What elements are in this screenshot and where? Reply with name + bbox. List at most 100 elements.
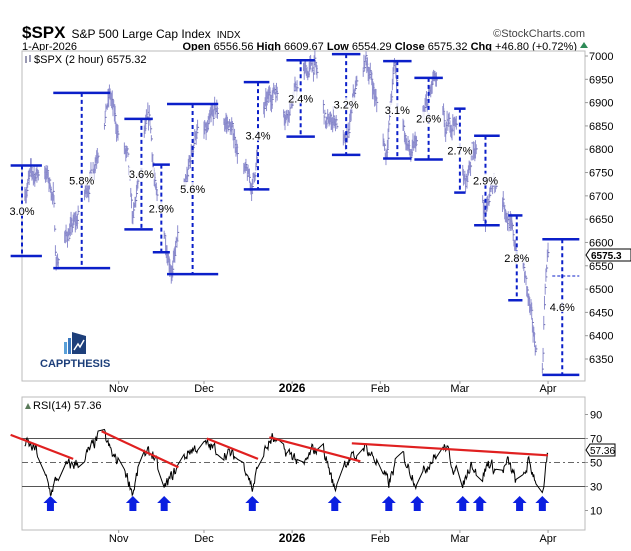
range-label: 3.2% xyxy=(334,99,359,111)
up-arrow-icon xyxy=(455,496,470,511)
y-tick-label: 6500 xyxy=(589,284,613,296)
range-label: 2.8% xyxy=(504,253,529,265)
range-label-bg xyxy=(549,300,576,313)
range-label-bg xyxy=(148,201,175,214)
rsi-series xyxy=(24,428,549,497)
x-tick-label: 2026 xyxy=(279,381,306,395)
rsi-tick-label: 90 xyxy=(590,410,602,422)
price-panel xyxy=(21,50,586,382)
range-label-bg xyxy=(446,143,473,156)
last-rsi-tag: 57.36 xyxy=(585,443,616,457)
y-tick-label: 6750 xyxy=(589,168,613,180)
y-tick-label: 6900 xyxy=(589,98,613,110)
range-label: 2.7% xyxy=(447,146,472,158)
x-tick-label: Apr xyxy=(539,383,556,395)
copyright: ©StockCharts.com xyxy=(493,28,585,40)
up-arrow-icon xyxy=(125,496,140,511)
x-tick-label: Dec xyxy=(194,383,214,395)
x-tick-label: Mar xyxy=(450,383,469,395)
x-tick-label: Mar xyxy=(450,533,469,545)
rsi-tick-label: 70 xyxy=(590,434,602,446)
rsi-line xyxy=(24,428,549,497)
quote-date: 1-Apr-2026 xyxy=(22,41,77,53)
index-name: S&P 500 Large Cap Index xyxy=(71,27,210,41)
y-tick-label: 6950 xyxy=(589,74,613,86)
rsi-tick-label: 10 xyxy=(590,506,602,518)
range-label-bg xyxy=(128,167,155,180)
exchange: INDX xyxy=(217,30,241,41)
range-label: 2.9% xyxy=(149,203,174,215)
range-label-bg xyxy=(9,203,35,216)
range-label: 2.6% xyxy=(416,114,441,126)
rsi-trendlines xyxy=(10,430,549,469)
y-tick-label: 6350 xyxy=(589,354,613,366)
range-label: 2.4% xyxy=(288,93,313,105)
y-tick-label: 6600 xyxy=(589,237,613,249)
range-label: 5.6% xyxy=(180,184,205,196)
y-tick-label: 6800 xyxy=(589,144,613,156)
x-tick-label: Nov xyxy=(109,533,129,545)
range-label-bg xyxy=(472,173,499,186)
rsi-trendline xyxy=(351,442,549,457)
rsi-tick-label: 30 xyxy=(590,482,602,494)
symbol: $SPX xyxy=(22,23,66,42)
up-arrow-icon xyxy=(512,496,527,511)
range-label-bg xyxy=(245,128,272,141)
range-label: 3.4% xyxy=(245,131,270,143)
range-label-bg xyxy=(179,182,206,195)
capp-thesis-logo: CAPPTHESIS xyxy=(40,332,110,370)
up-arrow-icon xyxy=(157,496,172,511)
y-tick-label: 7000 xyxy=(589,51,613,63)
x-tick-label: Dec xyxy=(194,533,214,545)
title-line: $SPX S&P 500 Large Cap Index INDX xyxy=(22,23,241,42)
rsi-legend-icon xyxy=(25,403,31,409)
range-label: 3.1% xyxy=(385,105,410,117)
y-tick-label: 6850 xyxy=(589,121,613,133)
y-tick-label: 6650 xyxy=(589,214,613,226)
up-arrow-icon xyxy=(410,496,425,511)
rsi-trendline xyxy=(10,433,74,460)
up-triangle-icon xyxy=(580,42,588,48)
range-label: 3.0% xyxy=(9,206,34,218)
up-arrow-icon xyxy=(381,496,396,511)
x-tick-label: Apr xyxy=(539,533,556,545)
range-label-bg xyxy=(287,91,314,104)
rsi-trendline xyxy=(269,436,361,463)
y-tick-label: 6700 xyxy=(589,191,613,203)
range-label-bg xyxy=(68,173,95,186)
y-tick-label: 6550 xyxy=(589,261,613,273)
up-arrow-icon xyxy=(472,496,487,511)
range-label-bg xyxy=(415,111,442,124)
rsi-legend: RSI(14) 57.36 xyxy=(33,400,101,412)
range-label: 3.6% xyxy=(129,169,154,181)
up-arrow-icon xyxy=(327,496,342,511)
rsi-trendline xyxy=(101,430,179,469)
range-label: 4.6% xyxy=(550,302,575,314)
range-annotations: 3.0% 5.8% 3.6% 2.9% 5.6% 3.4% 2.4% 3.2% 3.1% 2.6%… xyxy=(9,52,580,377)
rsi-tick-label: 50 xyxy=(590,458,602,470)
quote-line: Open 6556.56 High 6609.67 Low 6554.29 Cl… xyxy=(182,41,577,53)
x-tick-label: Nov xyxy=(109,383,129,395)
svg-text:6575.3: 6575.3 xyxy=(591,251,622,262)
x-tick-label: Feb xyxy=(371,533,390,545)
x-tick-label: Feb xyxy=(371,383,390,395)
y-tick-label: 6450 xyxy=(589,307,613,319)
y-tick-label: 6400 xyxy=(589,331,613,343)
bar-chart-legend-icon xyxy=(25,55,31,63)
up-arrow-icon xyxy=(43,496,58,511)
range-label-bg xyxy=(333,97,360,110)
up-arrow-icon xyxy=(245,496,260,511)
range-label: 2.9% xyxy=(473,175,498,187)
range-label: 5.8% xyxy=(69,175,94,187)
x-tick-label: 2026 xyxy=(279,531,306,545)
last-price-tag: 6575.3 xyxy=(585,248,631,262)
range-label-bg xyxy=(384,102,411,115)
rsi-trendline xyxy=(206,437,259,460)
range-label-bg xyxy=(503,250,530,263)
svg-text:57.36: 57.36 xyxy=(590,446,615,457)
svg-text:CAPPTHESIS: CAPPTHESIS xyxy=(40,358,110,370)
up-arrow-icon xyxy=(535,496,550,511)
price-legend: $SPX (2 hour) 6575.32 xyxy=(34,54,147,66)
